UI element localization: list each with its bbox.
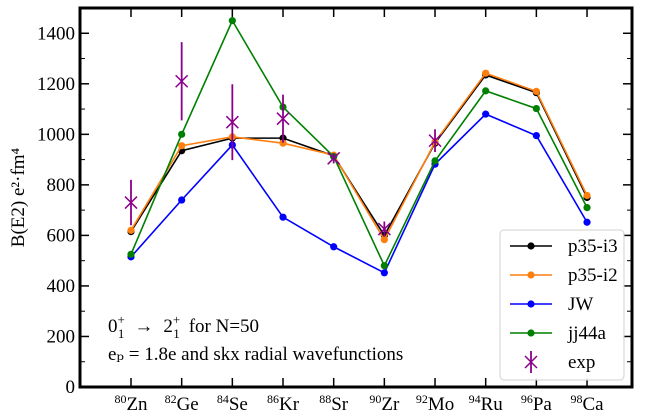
series-JW	[127, 110, 591, 277]
exp-point	[276, 94, 290, 143]
series-point-JW	[532, 131, 540, 140]
series-point-jj44a	[431, 157, 439, 165]
annotation-parameters: eₚ = 1.8e and skx radial wavefunctions	[108, 344, 403, 365]
legend-label: p35-i3	[568, 236, 618, 257]
series-point-JW	[330, 243, 338, 251]
legend-item-p35-i3: p35-i3	[510, 236, 618, 257]
legend-label: p35-i2	[568, 265, 618, 286]
series-point-JW	[279, 213, 287, 221]
x-tick-label-ge: 82Ge	[165, 392, 199, 415]
exp-point	[225, 84, 239, 161]
exp-marker	[124, 196, 138, 210]
x-tick-label-sr: 88Sr	[319, 392, 349, 415]
legend-swatch-marker	[527, 271, 535, 279]
legend-item-jj44a: jj44a	[510, 323, 607, 344]
x-tick-label-zn: 80Zn	[114, 392, 148, 415]
series-point-JW	[583, 218, 591, 226]
x-tick-label-kr: 86Kr	[267, 392, 300, 415]
y-tick-label: 0	[66, 377, 76, 398]
exp-point	[175, 42, 189, 121]
y-tick-label: 1400	[37, 23, 75, 44]
legend: p35-i3 p35-i2 JW jj44a exp	[499, 229, 625, 381]
series-point-jj44a	[380, 262, 388, 270]
exp-marker	[276, 112, 290, 126]
series-point-JW	[482, 110, 490, 118]
y-tick-label: 600	[47, 225, 76, 246]
legend-item-JW: JW	[510, 294, 593, 315]
legend-box	[499, 229, 625, 381]
legend-label: JW	[568, 294, 593, 315]
exp-point	[124, 179, 138, 226]
legend-label: exp	[568, 352, 595, 373]
series-p35-i3	[127, 71, 591, 239]
legend-swatch-marker	[524, 355, 538, 369]
x-tick-label-zr: 90Zr	[369, 392, 400, 415]
series-layer	[127, 17, 591, 277]
x-tick-label-mo: 92Mo	[416, 392, 454, 415]
series-jj44a	[127, 17, 591, 270]
annotation-transition: 0+ 1 → 2+ 1 for N=50	[108, 312, 259, 341]
y-tick-label: 1200	[37, 74, 75, 95]
axes: 0 200 400 600 800 1000 1200 1400 80Zn 82Ge 84Se 86K…	[8, 6, 634, 415]
series-point-jj44a	[127, 250, 135, 258]
exp-marker	[377, 222, 391, 236]
series-point-JW	[380, 269, 388, 277]
series-point-p35-i2	[380, 236, 388, 244]
y-tick-label: 200	[47, 326, 76, 347]
x-tick-label-se: 84Se	[217, 392, 248, 415]
series-line-jj44a	[130, 18, 588, 268]
series-point-p35-i2	[532, 87, 540, 95]
exp-marker	[175, 74, 189, 88]
experiment-layer	[124, 42, 442, 237]
annotation: 0+ 1 → 2+ 1 for N=50 eₚ = 1.8e and skx radial …	[108, 312, 403, 365]
y-tick-label: 800	[47, 175, 76, 196]
series-point-jj44a	[583, 204, 591, 212]
exp-point	[377, 221, 391, 237]
series-point-jj44a	[482, 87, 490, 95]
series-point-jj44a	[178, 130, 186, 138]
series-p35-i2	[127, 69, 591, 244]
exp-point	[327, 151, 341, 165]
series-point-p35-i2	[178, 142, 186, 150]
exp-marker	[327, 151, 341, 165]
exp-marker	[428, 134, 442, 148]
plot-frame	[78, 6, 634, 389]
series-point-jj44a	[532, 104, 540, 113]
y-axis-label: B(E2) e²·fm⁴	[8, 147, 29, 247]
x-tick-label-ca: 98Ca	[570, 392, 604, 415]
legend-swatch-marker	[527, 329, 535, 337]
legend-swatch-marker	[527, 300, 535, 308]
x-tick-label-ru: 94Ru	[469, 392, 504, 415]
series-line-p35-i2	[130, 72, 588, 242]
legend-label: jj44a	[567, 323, 607, 344]
series-line-p35-i3	[130, 74, 588, 237]
exp-point	[428, 129, 442, 153]
x-tick-label-pa: 96Pa	[521, 392, 553, 415]
legend-item-exp: exp	[524, 351, 595, 373]
series-line-JW	[130, 113, 588, 274]
y-tick-label: 1000	[37, 124, 75, 145]
series-point-p35-i2	[583, 191, 591, 200]
y-tick-label: 400	[47, 276, 76, 297]
legend-swatch-marker	[527, 242, 535, 250]
exp-marker	[225, 115, 239, 129]
series-point-p35-i2	[279, 139, 287, 147]
legend-item-p35-i2: p35-i2	[510, 265, 618, 286]
series-point-p35-i2	[482, 69, 490, 77]
series-point-p35-i2	[127, 226, 135, 234]
series-point-JW	[178, 196, 186, 204]
series-point-jj44a	[228, 17, 236, 25]
